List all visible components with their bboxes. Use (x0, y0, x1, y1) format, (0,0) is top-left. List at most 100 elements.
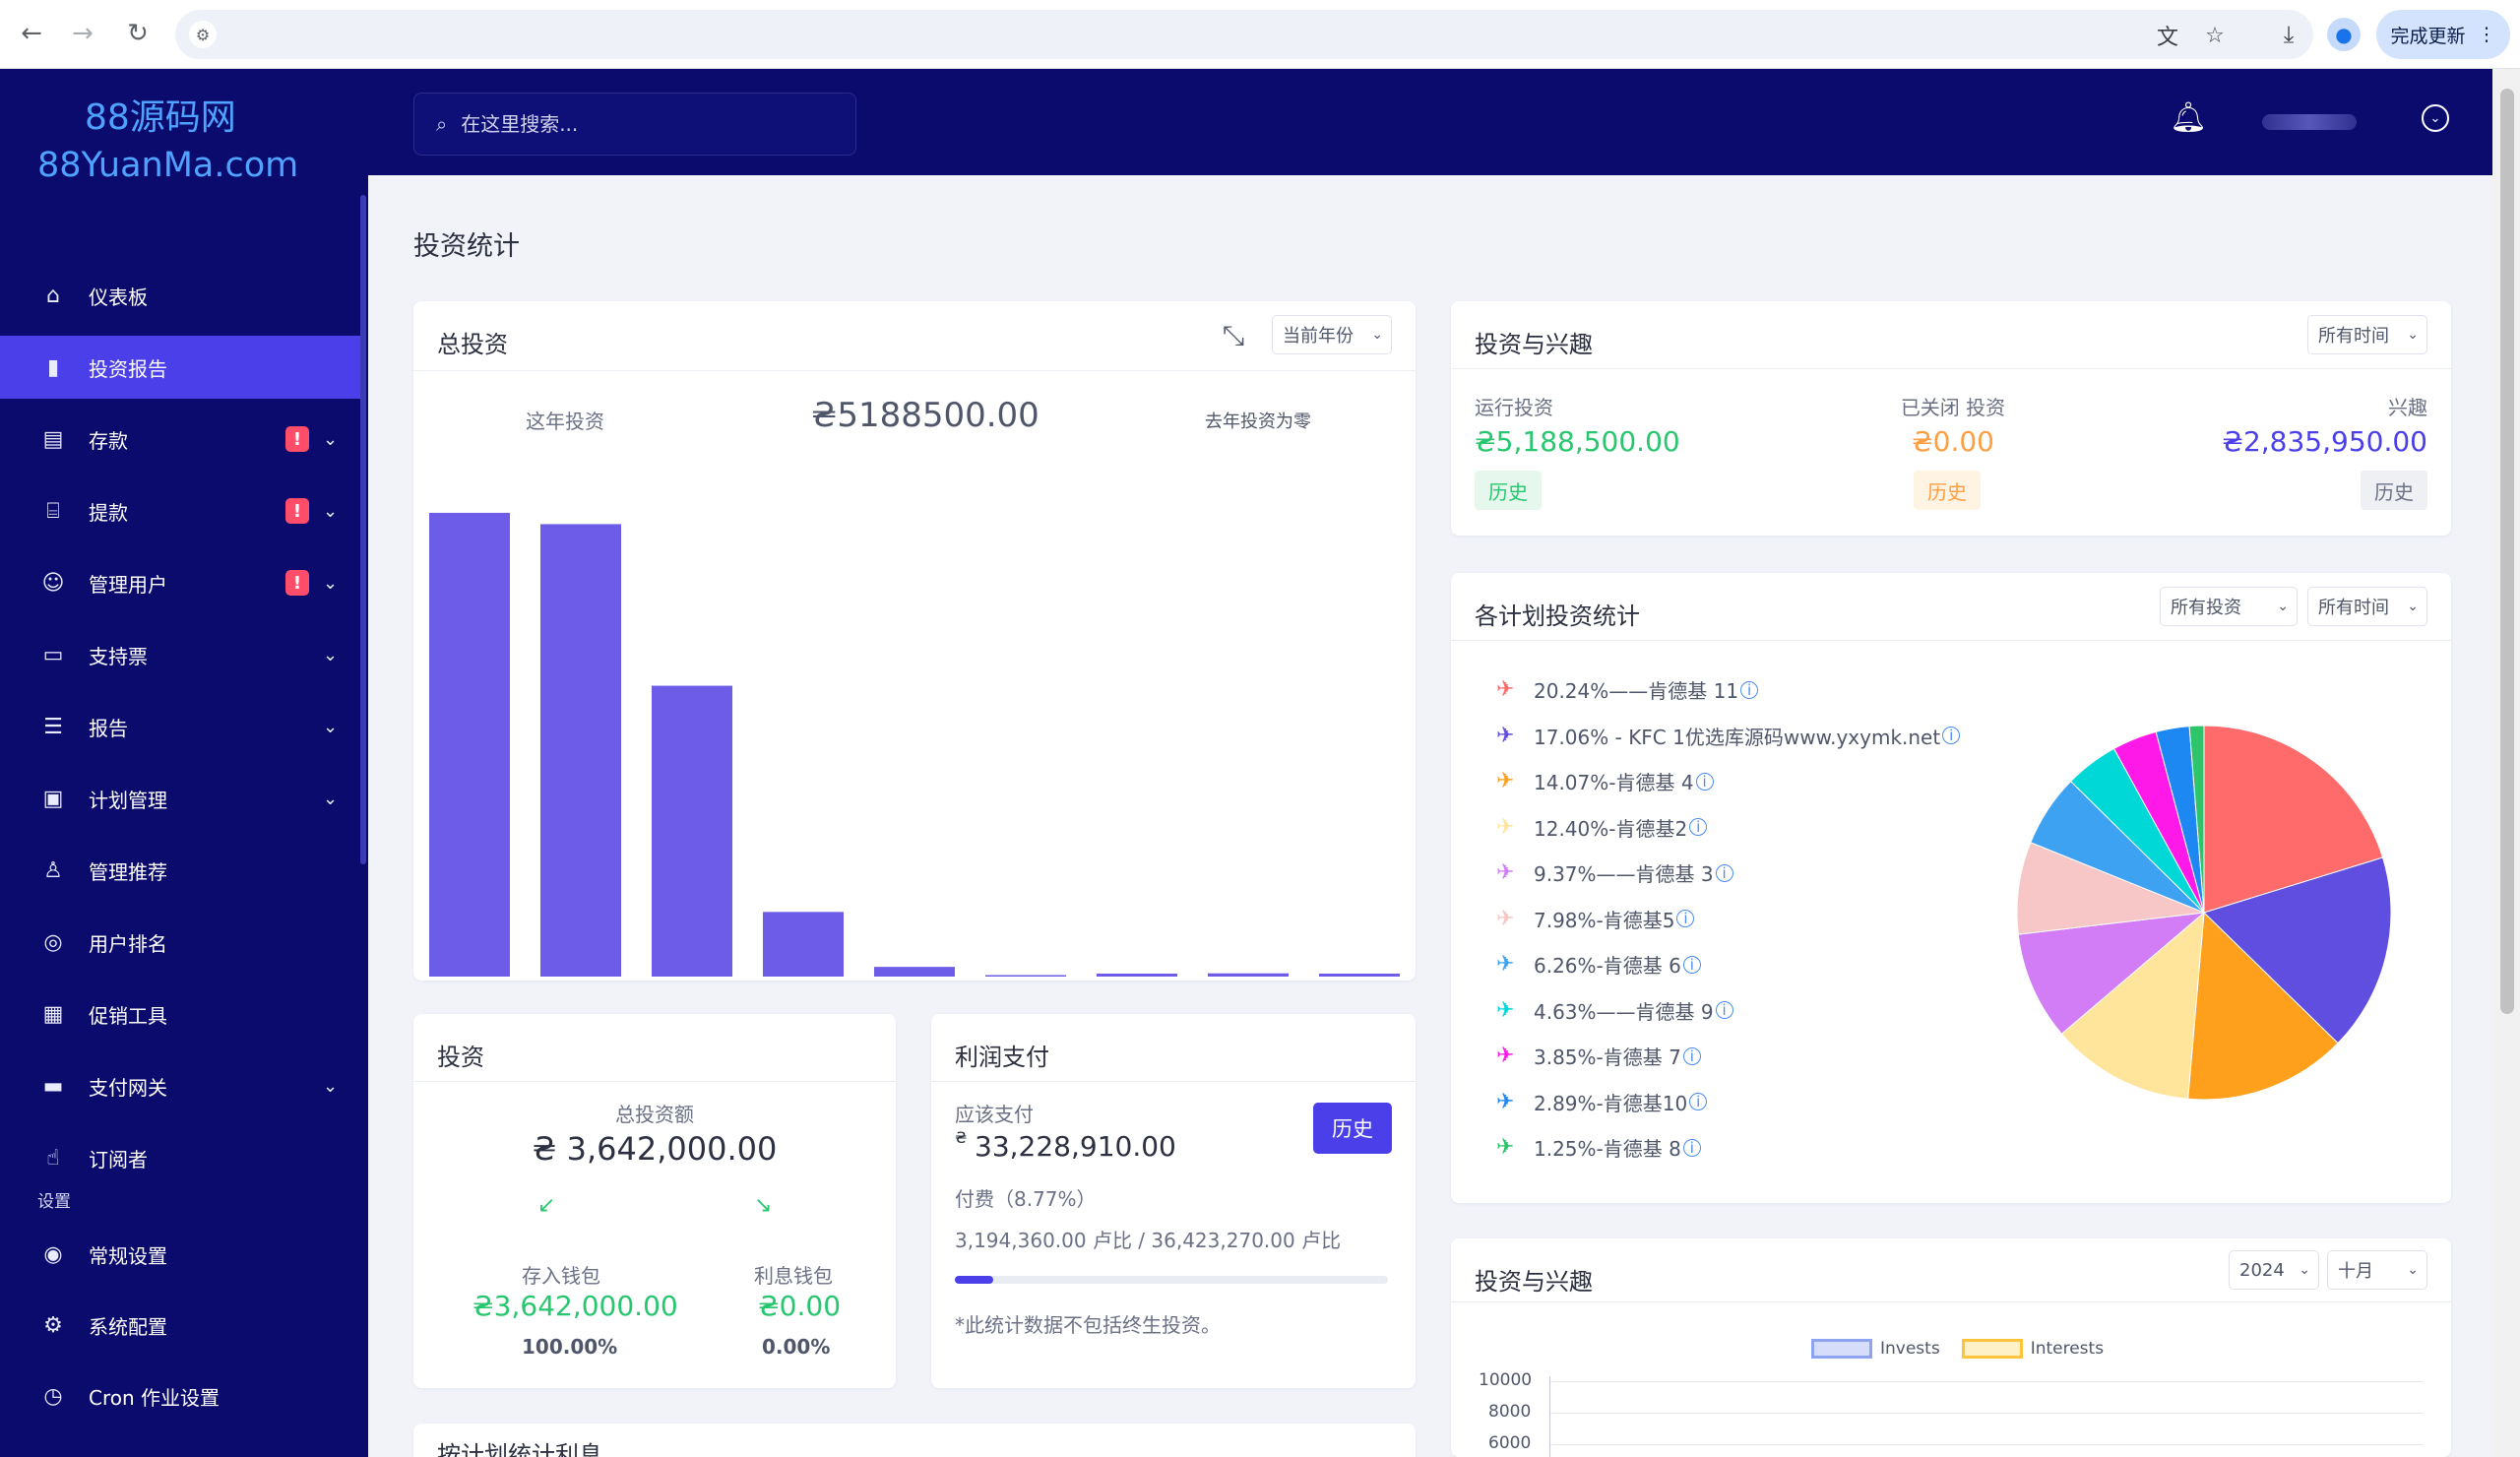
sidebar-item-4[interactable]: ⌸ 提款! ⌄ (0, 479, 360, 542)
period-select[interactable]: 当前年份 ⌄ (1272, 315, 1392, 354)
this-year-value: ₴5188500.00 (811, 396, 1040, 435)
sidebar-item-3[interactable]: ▤ 存款! ⌄ (0, 408, 360, 471)
sidebar-item-label: 存款 (89, 428, 128, 453)
chevron-down-icon[interactable]: ⌄ (323, 644, 339, 665)
total-invest-amount-label: 总投资额 (615, 1103, 694, 1126)
plan-time-select-value: 所有时间 (2318, 598, 2389, 618)
sidebar-item-6[interactable]: ▭ 支持票 ⌄ (0, 623, 360, 686)
chevron-down-icon[interactable]: ⌄ (323, 572, 339, 594)
address-bar[interactable]: ⚙ 文 ☆ (175, 10, 2313, 59)
pie-slice-6[interactable] (2016, 842, 2205, 935)
info-icon[interactable]: i (1942, 727, 1961, 744)
plane-icon: ✈ (1496, 997, 1515, 1023)
pie-slice-3[interactable] (2187, 911, 2339, 1101)
pie-legend-label: 7.98%-肯德基5 (1534, 908, 1675, 932)
total-invest-title: 总投资 (437, 331, 508, 358)
deposit-wallet-pct: 100.00% (522, 1335, 618, 1359)
sidebar-item-13[interactable]: ☝ 订阅者 (0, 1126, 360, 1189)
bar-1 (429, 512, 510, 977)
pie-slice-5[interactable] (2017, 912, 2206, 1035)
chevron-down-icon[interactable]: ⌄ (323, 788, 339, 809)
info-icon[interactable]: i (1682, 1138, 1701, 1157)
sidebar-item-8[interactable]: ▣ 计划管理 ⌄ (0, 767, 360, 830)
back-arrow-icon[interactable]: ← (21, 19, 42, 48)
sidebar-item-1[interactable]: ⌂ 仪表板 (0, 264, 360, 327)
site-info-icon[interactable]: ⚙ (189, 21, 217, 48)
bookmark-star-icon[interactable]: ☆ (2205, 23, 2225, 48)
summary-period-select[interactable]: 所有时间 ⌄ (2307, 315, 2427, 354)
card-icon: ▬ (42, 1073, 64, 1099)
sidebar-item-7[interactable]: ☰ 报告 ⌄ (0, 695, 360, 758)
page-scrollbar[interactable] (2492, 69, 2520, 1457)
search-box[interactable]: ⌕ (413, 93, 856, 156)
info-icon[interactable]: i (1695, 772, 1714, 791)
info-icon[interactable]: i (1689, 1093, 1708, 1110)
sidebar-item-label: 计划管理 (89, 788, 167, 812)
info-icon[interactable]: i (1682, 955, 1701, 974)
settings-item-3[interactable]: ◷ Cron 作业设置 (0, 1364, 360, 1427)
profile-avatar-icon[interactable]: ● (2327, 18, 2361, 51)
settings-item-2[interactable]: ⚙ 系统配置 (0, 1294, 360, 1357)
due-value: 33,228,910.00 (975, 1130, 1176, 1163)
forward-arrow-icon[interactable]: → (72, 19, 94, 48)
search-icon: ⌕ (436, 112, 448, 136)
plan-invest-select[interactable]: 所有投资 ⌄ (2160, 587, 2298, 626)
user-menu-chevron-icon[interactable]: ⌄ (2422, 104, 2449, 132)
chevron-down-icon[interactable]: ⌄ (323, 716, 339, 737)
info-icon[interactable]: i (1689, 818, 1708, 836)
month-select[interactable]: 十月 ⌄ (2327, 1250, 2427, 1290)
info-icon[interactable]: i (1715, 1001, 1733, 1019)
pie-slice-1[interactable] (2203, 725, 2384, 914)
search-input[interactable] (461, 112, 816, 136)
update-button[interactable]: 完成更新 ⋮ (2376, 10, 2510, 59)
running-history-tag[interactable]: 历史 (1475, 471, 1542, 510)
chevron-down-icon[interactable]: ⌄ (323, 428, 339, 450)
clock-icon: ◷ (43, 1383, 63, 1409)
top-header: ⌕ 🔔︎ ⌄ (368, 69, 2492, 175)
info-icon[interactable]: i (1715, 863, 1733, 882)
reload-icon[interactable]: ↻ (127, 19, 149, 48)
info-icon[interactable]: i (1676, 910, 1695, 927)
plan-time-select[interactable]: 所有时间 ⌄ (2307, 587, 2427, 626)
sidebar-item-12[interactable]: ▬ 支付网关 ⌄ (0, 1054, 360, 1117)
pie-slice-2[interactable] (2203, 856, 2392, 1045)
info-icon[interactable]: i (1682, 1046, 1701, 1065)
bell-icon[interactable]: 🔔︎ (2170, 100, 2208, 135)
sidebar-item-9[interactable]: ♙ 管理推荐 (0, 839, 360, 902)
sidebar-scrollbar[interactable] (360, 195, 366, 864)
sidebar-item-10[interactable]: ◎ 用户排名 (0, 911, 360, 974)
interest-wallet-pct: 0.00% (762, 1335, 831, 1359)
sidebar-item-5[interactable]: ☺ 管理用户! ⌄ (0, 551, 360, 614)
user-name-blurred[interactable] (2262, 106, 2390, 140)
download-icon[interactable]: ⤓ (2283, 21, 2295, 48)
sidebar-item-label: 仪表板 (89, 285, 148, 309)
chart-legend: Invests Interests (1811, 1339, 2104, 1359)
history-button[interactable]: 历史 (1313, 1103, 1392, 1154)
year-select-value: 2024 (2239, 1259, 2285, 1281)
settings-item-1[interactable]: ◉ 常规设置 (0, 1223, 360, 1286)
plane-icon: ✈ (1496, 1135, 1515, 1160)
this-year-label: 这年投资 (526, 410, 604, 433)
closed-history-tag[interactable]: 历史 (1914, 471, 1981, 510)
sidebar-item-11[interactable]: ▦ 促销工具 (0, 982, 360, 1045)
translate-icon[interactable]: 文 (2156, 26, 2178, 50)
sidebar-item-2[interactable]: ▮ 投资报告 (0, 336, 360, 399)
interest-by-plan-card: 按计划统计利息 (413, 1424, 1416, 1457)
chevron-down-icon[interactable]: ⌄ (323, 1075, 339, 1097)
interest-history-tag[interactable]: 历史 (2361, 471, 2427, 510)
pie-slice-11[interactable] (2188, 725, 2205, 914)
fee-label: 付费（8.77%） (955, 1187, 1097, 1211)
year-select[interactable]: 2024 ⌄ (2229, 1250, 2319, 1290)
info-icon[interactable]: i (1740, 680, 1759, 699)
ticket-icon: ▭ (42, 642, 64, 667)
chevron-down-icon[interactable]: ⌄ (323, 500, 339, 522)
pie-slice-4[interactable] (2060, 911, 2205, 1100)
plane-icon: ✈ (1496, 952, 1515, 977)
pie-legend-label: 9.37%——肯德基 3 (1534, 862, 1714, 886)
collapse-icon[interactable]: ⤡ (1222, 319, 1245, 351)
settings-item-label: 系统配置 (89, 1314, 167, 1339)
grid-line (1549, 1444, 2424, 1445)
settings-circle-icon: ◉ (43, 1241, 63, 1267)
fee-progress-track (955, 1276, 1388, 1284)
